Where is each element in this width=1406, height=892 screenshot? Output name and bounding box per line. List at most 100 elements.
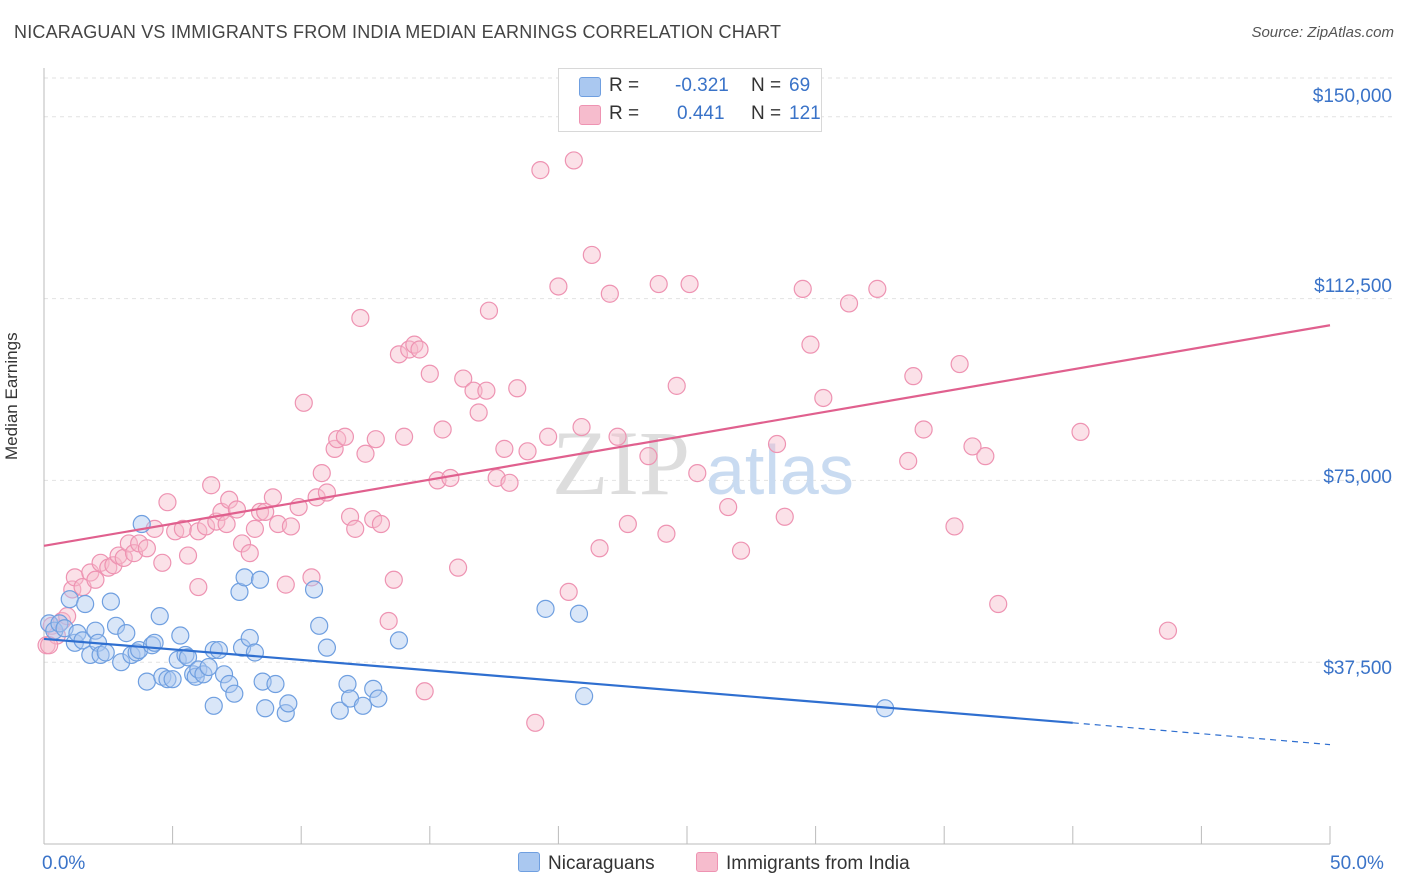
nicaraguan-point — [204, 696, 223, 715]
india-point — [1071, 422, 1090, 442]
india-point — [945, 517, 964, 536]
nicaraguans-trend-extension — [1072, 722, 1331, 746]
india-point — [415, 682, 434, 701]
axes — [43, 68, 1331, 845]
series-immigrants-from-india-points — [37, 151, 1178, 732]
nicaraguan-point — [163, 670, 182, 689]
india-point — [572, 417, 591, 437]
india-point — [454, 369, 473, 388]
india-point — [384, 570, 403, 589]
india-point — [371, 514, 391, 534]
india-point — [950, 354, 969, 374]
nicaraguan-point — [106, 616, 126, 635]
nicaraguan-point — [225, 684, 244, 703]
bottom-legend-label: Nicaraguans — [548, 853, 655, 874]
nicaraguan-point — [235, 568, 254, 587]
india-point — [608, 427, 627, 446]
nicaraguan-point — [279, 694, 298, 713]
india-point — [649, 274, 668, 294]
nicaraguan-point — [245, 643, 265, 662]
india-point — [394, 427, 414, 446]
india-point — [389, 345, 409, 364]
nicaraguan-point — [536, 599, 555, 618]
nicaraguan-point — [209, 640, 228, 660]
nicaraguan-point — [171, 626, 190, 645]
india-point — [688, 464, 707, 483]
india-point — [119, 534, 138, 553]
legend-n-label: N = — [751, 103, 782, 124]
chart-title: NICARAGUAN VS IMMIGRANTS FROM INDIA MEDI… — [14, 22, 782, 42]
india-point — [801, 335, 820, 354]
nicaraguan-point — [389, 631, 409, 650]
legend-n-value: 69 — [789, 75, 811, 96]
india-point — [680, 274, 699, 294]
nicaraguan-point — [184, 665, 203, 684]
india-point — [914, 420, 933, 439]
india-point — [508, 379, 527, 398]
nicaraguan-point — [142, 636, 162, 655]
nicaraguan-point — [76, 594, 95, 614]
y-tick-label: $75,000 — [1323, 467, 1392, 488]
india-point — [479, 301, 499, 320]
y-axis-label: Median Earnings — [2, 332, 21, 460]
india-point — [158, 493, 177, 512]
india-point — [351, 308, 370, 328]
nicaraguan-point — [220, 674, 239, 694]
india-point — [420, 364, 439, 383]
india-point — [767, 434, 787, 454]
india-point — [564, 151, 583, 170]
trend-lines — [43, 324, 1331, 746]
india-point — [232, 534, 252, 553]
india-point — [173, 519, 192, 538]
nicaraguan-point — [353, 696, 373, 715]
nicaraguan-point — [137, 672, 156, 691]
bottom-legend-label: Immigrants from India — [726, 853, 910, 874]
legend-r-label: R = — [609, 75, 640, 96]
india-point — [814, 388, 833, 408]
nicaraguan-point — [256, 699, 275, 718]
nicaraguan-point — [310, 616, 329, 635]
india-point — [539, 427, 558, 446]
india-point — [86, 570, 105, 589]
india-point — [904, 367, 923, 386]
india-point — [531, 161, 550, 180]
bottom-legend-immigrants: Immigrants from India — [696, 852, 910, 875]
india-point — [379, 611, 398, 631]
nicaraguan-point — [250, 570, 270, 589]
india-point — [868, 279, 887, 298]
nicaraguan-point — [204, 640, 223, 660]
x-tick-label-max: 50.0% — [1330, 853, 1384, 874]
india-point — [400, 340, 419, 359]
india-point — [464, 381, 483, 400]
india-point — [639, 447, 658, 466]
legend-r-label: R = — [609, 103, 640, 124]
correlation-legend: R = -0.321 N = 69 R = 0.441 N = 121 — [558, 68, 822, 132]
india-point — [976, 447, 995, 466]
watermark-atlas: atlas — [706, 431, 854, 509]
india-point — [448, 558, 468, 577]
india-point — [899, 451, 918, 471]
india-point — [495, 439, 514, 458]
india-point — [104, 556, 123, 575]
india-point — [500, 473, 519, 492]
nicaraguan-point — [117, 624, 136, 643]
legend-n-label: N = — [751, 75, 782, 96]
nicaraguan-point — [575, 687, 594, 706]
india-trend-line — [43, 324, 1331, 547]
india-point — [227, 500, 246, 519]
india-point — [667, 376, 686, 395]
nicaraguan-point — [364, 679, 383, 698]
india-point — [366, 430, 385, 449]
india-point — [526, 713, 545, 732]
y-tick-label: $37,500 — [1323, 658, 1392, 679]
india-point — [240, 544, 259, 563]
nicaraguan-point — [150, 607, 169, 626]
india-point — [335, 427, 355, 446]
watermark: ZIP atlas — [552, 412, 854, 514]
nicaraguan-point — [569, 604, 589, 623]
india-point — [433, 420, 452, 439]
legend-n-value: 121 — [789, 103, 821, 124]
india-point — [469, 403, 488, 422]
nicaraguan-point — [50, 614, 69, 633]
